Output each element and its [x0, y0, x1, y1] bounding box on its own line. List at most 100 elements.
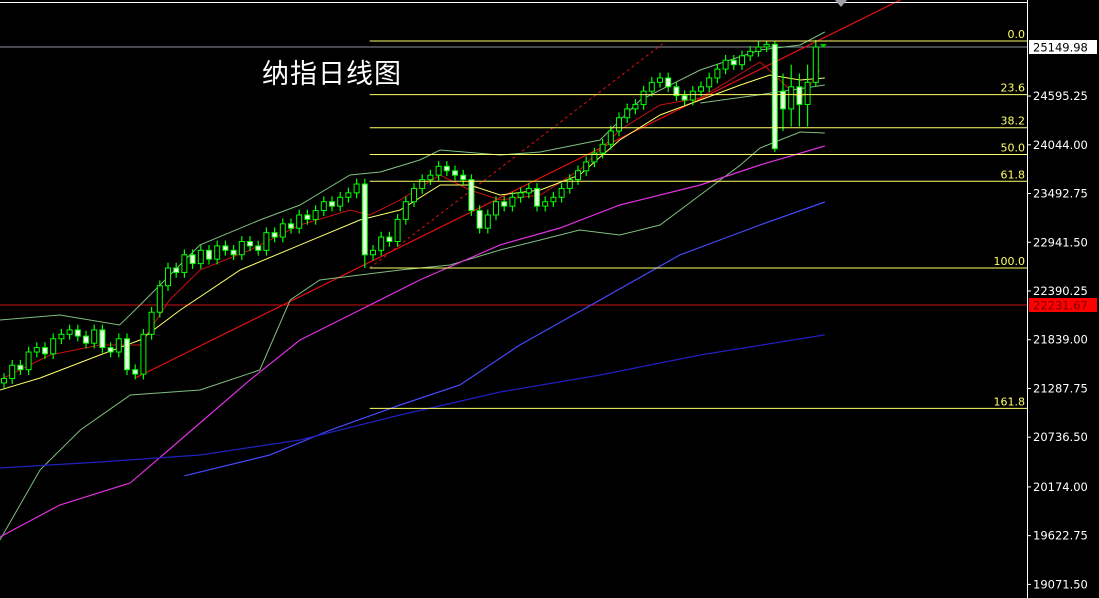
- candle-body: [698, 86, 704, 92]
- fib-label: 23.6: [1001, 82, 1026, 95]
- candle-body: [33, 347, 40, 353]
- candle: [640, 85, 647, 110]
- candle-body: [66, 329, 73, 335]
- y-tick-label: 24044.00: [1033, 138, 1088, 152]
- candle: [509, 191, 516, 212]
- candle-body: [329, 201, 335, 207]
- candle-body: [370, 249, 376, 256]
- candle-body: [320, 201, 327, 212]
- shift-marker-icon[interactable]: [835, 0, 847, 7]
- candle: [156, 280, 163, 318]
- candle: [304, 209, 311, 225]
- candle: [607, 125, 614, 150]
- candle: [222, 240, 229, 256]
- candle-body: [99, 329, 106, 349]
- candle: [263, 227, 270, 256]
- candle-body: [583, 161, 590, 172]
- candle-body: [812, 46, 819, 83]
- candle-body: [304, 214, 311, 220]
- candle-body: [673, 86, 680, 97]
- candle: [230, 245, 237, 261]
- candle-body: [411, 187, 417, 203]
- candle: [99, 324, 106, 353]
- candle-body: [165, 267, 171, 287]
- candle-body: [312, 210, 319, 220]
- line-ma-blue: [184, 201, 826, 477]
- fib-label: 161.8: [994, 395, 1026, 408]
- candle-body: [91, 329, 98, 344]
- candle: [83, 330, 89, 349]
- candle-body: [402, 201, 409, 220]
- candle: [714, 63, 721, 84]
- candle: [566, 174, 573, 194]
- candle: [247, 236, 253, 252]
- candle: [378, 231, 385, 256]
- y-tick-label: 22390.25: [1033, 284, 1088, 298]
- candle: [320, 196, 327, 216]
- candle: [706, 72, 713, 93]
- y-tick-label: 20174.00: [1033, 480, 1088, 494]
- candle: [148, 306, 155, 340]
- candle-body: [534, 187, 540, 207]
- candle: [419, 174, 426, 194]
- candle-body: [804, 81, 811, 105]
- candle: [460, 169, 467, 185]
- candle-body: [763, 43, 770, 48]
- candle: [173, 262, 180, 278]
- candle-body: [173, 267, 180, 273]
- candle: [673, 81, 680, 101]
- candle: [804, 64, 811, 127]
- candle-body: [427, 174, 434, 181]
- candle-body: [550, 196, 557, 203]
- candle-body: [657, 77, 663, 83]
- candle-body: [509, 196, 516, 207]
- candle-body: [616, 117, 622, 132]
- candle: [616, 112, 622, 137]
- candle: [452, 165, 458, 181]
- candle-body: [525, 187, 532, 194]
- candle-body: [345, 192, 352, 198]
- current-price-label: 25149.98: [1033, 41, 1088, 55]
- candle: [525, 183, 532, 199]
- candle-body: [632, 103, 639, 110]
- candle: [255, 240, 262, 256]
- fib-label: 61.8: [1001, 168, 1026, 181]
- candle: [517, 187, 524, 203]
- candle: [329, 196, 335, 212]
- candle-body: [263, 232, 270, 251]
- candle: [9, 359, 16, 384]
- line-bollinger-upper: [0, 31, 826, 326]
- candle-body: [739, 55, 745, 66]
- candle: [427, 169, 434, 185]
- candle-body: [50, 338, 57, 355]
- candle-body: [148, 311, 155, 335]
- candle: [115, 333, 122, 358]
- candle-body: [624, 108, 631, 119]
- candle: [780, 73, 786, 131]
- candle: [747, 46, 754, 62]
- candle: [288, 218, 294, 234]
- fibonacci-retracement[interactable]: 0.0 23.6 38.2 50.0 61.8 100.0 161.8: [369, 28, 1027, 409]
- candle-body: [443, 165, 450, 172]
- candle: [476, 205, 483, 234]
- line-trendline-dashed: [369, 41, 666, 269]
- candle: [468, 174, 475, 216]
- candle-body: [115, 338, 122, 353]
- candle: [206, 245, 212, 265]
- candle: [238, 236, 245, 261]
- candle: [279, 218, 286, 243]
- candle: [361, 178, 368, 269]
- candle: [591, 147, 598, 168]
- candle-body: [558, 187, 565, 198]
- candle-body: [468, 179, 475, 212]
- candle-body: [279, 223, 286, 238]
- candle: [197, 245, 204, 269]
- candle-body: [140, 333, 147, 375]
- candle: [124, 333, 130, 375]
- candle: [74, 324, 81, 342]
- candle: [271, 227, 278, 243]
- candle: [394, 214, 401, 247]
- candle-body: [189, 254, 196, 265]
